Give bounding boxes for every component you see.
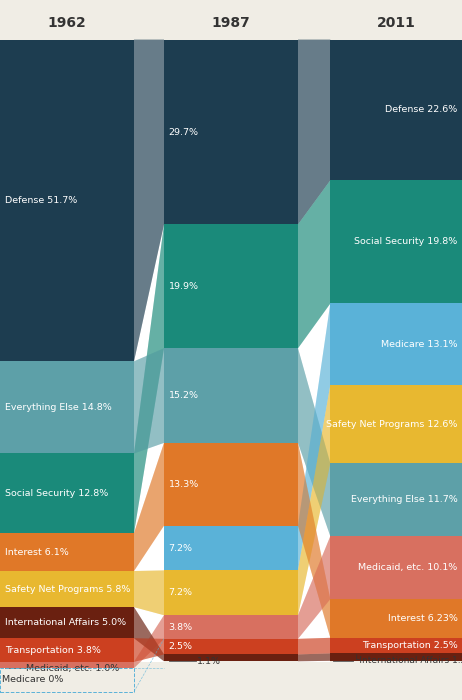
Bar xyxy=(134,40,164,662)
Text: Safety Net Programs 5.8%: Safety Net Programs 5.8% xyxy=(5,584,130,594)
Polygon shape xyxy=(134,225,164,533)
Polygon shape xyxy=(134,443,164,571)
Bar xyxy=(0,361,134,454)
Bar xyxy=(0,607,134,638)
Text: Interest 6.23%: Interest 6.23% xyxy=(388,614,457,623)
Text: 15.2%: 15.2% xyxy=(169,391,199,400)
Bar xyxy=(164,225,298,349)
Polygon shape xyxy=(134,40,164,361)
Polygon shape xyxy=(134,615,164,668)
Bar xyxy=(0,668,134,692)
Bar xyxy=(0,40,134,361)
Bar xyxy=(330,304,462,385)
Text: 1.1%: 1.1% xyxy=(197,657,221,666)
Polygon shape xyxy=(298,181,330,349)
Bar xyxy=(0,571,134,607)
Text: Safety Net Programs 12.6%: Safety Net Programs 12.6% xyxy=(326,420,457,428)
Text: 7.2%: 7.2% xyxy=(169,543,193,552)
Polygon shape xyxy=(298,638,330,655)
Polygon shape xyxy=(298,349,330,536)
Polygon shape xyxy=(298,443,330,638)
Text: Transportation 2.5%: Transportation 2.5% xyxy=(362,641,457,650)
Polygon shape xyxy=(134,443,164,571)
Text: 29.7%: 29.7% xyxy=(169,127,199,136)
Bar xyxy=(330,536,462,599)
Polygon shape xyxy=(134,570,164,615)
Polygon shape xyxy=(298,653,330,662)
Text: Transportation 3.8%: Transportation 3.8% xyxy=(5,645,101,654)
Text: Social Security 19.8%: Social Security 19.8% xyxy=(354,237,457,246)
Text: └International Affairs 1.2%: └International Affairs 1.2% xyxy=(354,657,462,665)
Bar xyxy=(164,40,298,225)
Bar xyxy=(164,639,298,654)
Polygon shape xyxy=(298,304,330,570)
Polygon shape xyxy=(298,653,330,662)
Polygon shape xyxy=(134,40,164,361)
Text: 1962: 1962 xyxy=(48,16,86,30)
Bar xyxy=(164,654,298,661)
Polygon shape xyxy=(298,385,330,615)
Polygon shape xyxy=(298,638,330,655)
Text: 2011: 2011 xyxy=(377,16,416,30)
Bar xyxy=(0,638,134,662)
Text: 1987: 1987 xyxy=(212,16,250,30)
Polygon shape xyxy=(134,349,164,454)
Text: 7.2%: 7.2% xyxy=(169,588,193,597)
Text: Medicare 13.1%: Medicare 13.1% xyxy=(381,340,457,349)
Polygon shape xyxy=(134,607,164,662)
Polygon shape xyxy=(134,570,164,615)
Bar xyxy=(0,533,134,571)
Text: Social Security 12.8%: Social Security 12.8% xyxy=(5,489,108,498)
Text: 19.9%: 19.9% xyxy=(169,282,199,291)
Text: 13.3%: 13.3% xyxy=(169,480,199,489)
Bar xyxy=(164,615,298,639)
Bar xyxy=(330,463,462,536)
Polygon shape xyxy=(134,638,164,662)
Text: Interest 6.1%: Interest 6.1% xyxy=(5,547,68,556)
Text: Medicaid, etc. 1.0%: Medicaid, etc. 1.0% xyxy=(26,664,119,673)
Bar xyxy=(330,181,462,304)
Bar xyxy=(330,40,462,181)
Polygon shape xyxy=(134,607,164,662)
Polygon shape xyxy=(134,349,164,454)
Text: Everything Else 11.7%: Everything Else 11.7% xyxy=(351,496,457,504)
Text: Medicaid, etc. 10.1%: Medicaid, etc. 10.1% xyxy=(358,563,457,572)
Polygon shape xyxy=(134,225,164,533)
Text: Defense 22.6%: Defense 22.6% xyxy=(385,106,457,115)
Polygon shape xyxy=(298,536,330,639)
Polygon shape xyxy=(298,304,330,570)
Polygon shape xyxy=(298,536,330,639)
Bar xyxy=(330,385,462,463)
Bar xyxy=(330,638,462,653)
Polygon shape xyxy=(134,638,164,662)
Bar xyxy=(330,653,462,661)
Bar xyxy=(330,599,462,638)
Polygon shape xyxy=(298,349,330,536)
Text: Everything Else 14.8%: Everything Else 14.8% xyxy=(5,403,111,412)
Bar xyxy=(298,40,330,662)
Bar xyxy=(164,443,298,526)
Polygon shape xyxy=(298,40,330,225)
Text: International Affairs 5.0%: International Affairs 5.0% xyxy=(5,618,126,627)
Polygon shape xyxy=(298,40,330,225)
Bar xyxy=(0,454,134,533)
Polygon shape xyxy=(298,181,330,349)
Polygon shape xyxy=(134,615,164,668)
Text: Medicare 0%: Medicare 0% xyxy=(2,676,64,685)
Bar xyxy=(0,662,134,668)
Bar xyxy=(164,570,298,615)
Bar xyxy=(164,349,298,443)
Text: 3.8%: 3.8% xyxy=(169,622,193,631)
Text: 2.5%: 2.5% xyxy=(169,642,193,651)
Polygon shape xyxy=(298,385,330,615)
Bar xyxy=(164,526,298,570)
Polygon shape xyxy=(298,443,330,638)
Text: Defense 51.7%: Defense 51.7% xyxy=(5,196,77,205)
